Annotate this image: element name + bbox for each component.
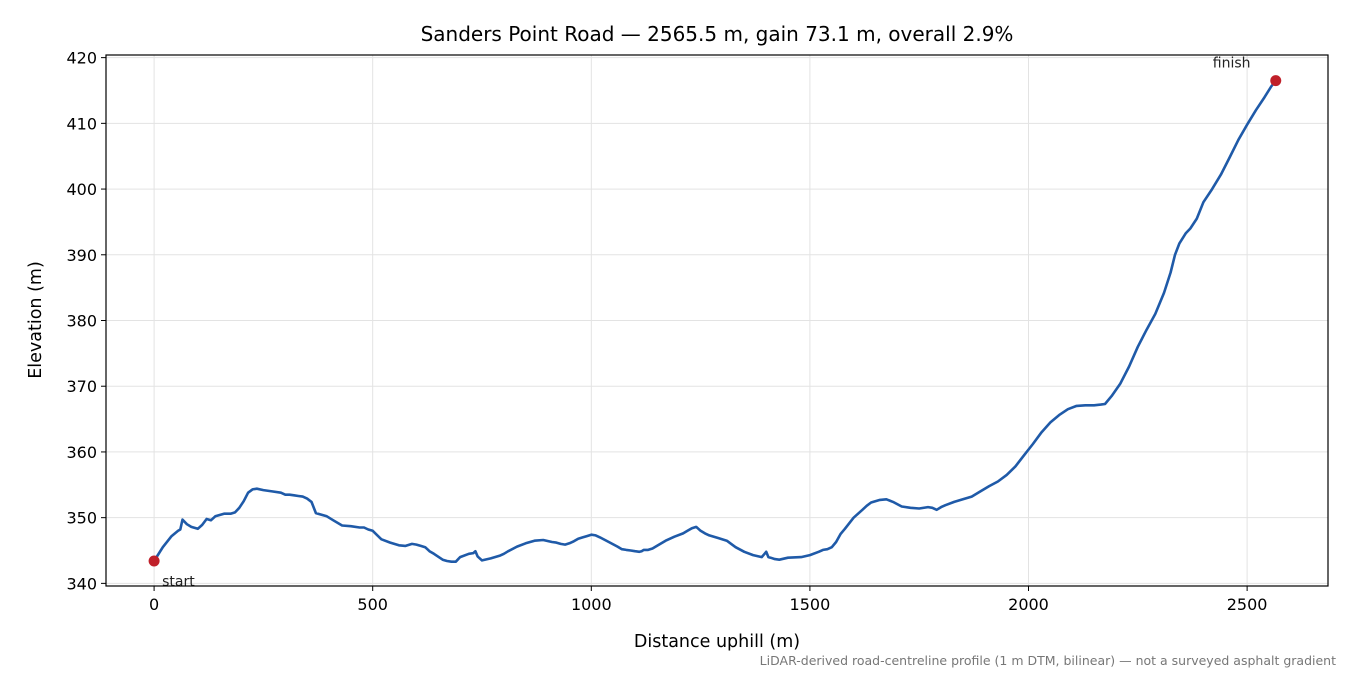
x-tick-label: 1000	[571, 595, 612, 614]
x-axis-ticks: 0 500 1000 1500 2000 2500	[149, 586, 1267, 614]
y-axis-title: Elevation (m)	[26, 261, 46, 379]
x-tick-label: 500	[357, 595, 388, 614]
start-marker	[148, 555, 160, 567]
y-tick-label: 400	[66, 180, 97, 199]
elevation-line	[152, 79, 1278, 564]
y-tick-label: 390	[66, 246, 97, 265]
y-tick-label: 410	[66, 114, 97, 133]
x-tick-label: 2000	[1008, 595, 1049, 614]
x-tick-label: 2500	[1227, 595, 1268, 614]
endpoint-markers: start finish	[148, 56, 1282, 590]
y-tick-label: 380	[66, 312, 97, 331]
y-tick-label: 370	[66, 377, 97, 396]
start-label: start	[162, 574, 195, 590]
y-axis-ticks: 340 350 360 370 380 390 400 410 420	[66, 49, 106, 593]
finish-label: finish	[1213, 56, 1251, 72]
y-tick-label: 420	[66, 49, 97, 68]
x-tick-label: 1500	[790, 595, 831, 614]
finish-marker	[1270, 75, 1282, 87]
series-line-group	[152, 79, 1278, 564]
y-tick-label: 360	[66, 443, 97, 462]
x-tick-label: 0	[149, 595, 159, 614]
grid-lines	[106, 55, 1328, 586]
y-tick-label: 350	[66, 509, 97, 528]
chart-title: Sanders Point Road — 2565.5 m, gain 73.1…	[421, 22, 1014, 46]
y-tick-label: 340	[66, 574, 97, 593]
footnote: LiDAR-derived road-centreline profile (1…	[760, 653, 1336, 668]
x-axis-title: Distance uphill (m)	[634, 632, 800, 652]
